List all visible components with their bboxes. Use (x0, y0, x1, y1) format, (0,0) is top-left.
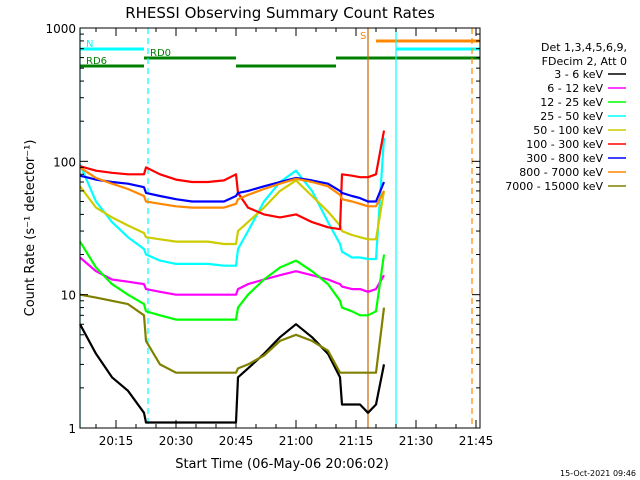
series-line (79, 241, 386, 321)
legend-label: 25 - 50 keV (540, 110, 603, 123)
series-line (79, 174, 386, 203)
series-line (79, 293, 386, 374)
legend-label: 3 - 6 keV (554, 68, 603, 81)
x-tick-label: 21:30 (399, 434, 434, 448)
legend-label: 6 - 12 keV (547, 82, 603, 95)
x-tick-label: 21:45 (459, 434, 494, 448)
status-bar-label: N (86, 39, 93, 50)
series-line (78, 137, 386, 267)
series-group (78, 130, 386, 424)
y-tick-label: 10 (61, 289, 76, 303)
chart-title: RHESSI Observing Summary Count Rates (125, 4, 435, 22)
status-bars: N RD0 RD6 S (80, 31, 480, 68)
status-bar-label: S (360, 31, 366, 42)
legend: Det 1,3,4,5,6,9,FDecim 2, Att 03 - 6 keV… (505, 41, 627, 193)
y-tick-label: 1 (68, 422, 76, 436)
x-tick-label: 21:00 (279, 434, 314, 448)
series-line (79, 130, 386, 231)
series-line (79, 166, 385, 209)
y-tick-label: 1000 (45, 22, 76, 36)
y-axis-label: Count Rate (s⁻¹ detector⁻¹) (23, 140, 38, 317)
legend-label: 800 - 7000 keV (519, 166, 603, 179)
axes: 1 10 100 1000 20:15 20:30 20:45 21:00 21:15 21:30… (45, 22, 493, 448)
series-line (79, 256, 385, 296)
plot-frame (79, 27, 481, 429)
x-tick-label: 20:30 (159, 434, 194, 448)
status-bar-label: RD0 (150, 48, 171, 59)
series-line (79, 179, 386, 246)
legend-label: 50 - 100 keV (533, 124, 603, 137)
x-tick-label: 20:15 (99, 434, 134, 448)
y-tick-label: 100 (53, 155, 76, 169)
x-tick-label: 20:45 (219, 434, 254, 448)
legend-label: 300 - 800 keV (526, 152, 603, 165)
legend-header: FDecim 2, Att 0 (542, 55, 627, 68)
status-bar-label: RD6 (86, 56, 107, 67)
legend-label: 100 - 300 keV (526, 138, 603, 151)
series-line (79, 323, 386, 424)
x-tick-label: 21:15 (339, 434, 374, 448)
legend-label: 12 - 25 keV (540, 96, 603, 109)
timestamp: 15-Oct-2021 09:46 (560, 469, 636, 478)
legend-header: Det 1,3,4,5,6,9, (541, 41, 627, 54)
legend-label: 7000 - 15000 keV (505, 180, 603, 193)
x-axis-label: Start Time (06-May-06 20:06:02) (175, 457, 389, 472)
